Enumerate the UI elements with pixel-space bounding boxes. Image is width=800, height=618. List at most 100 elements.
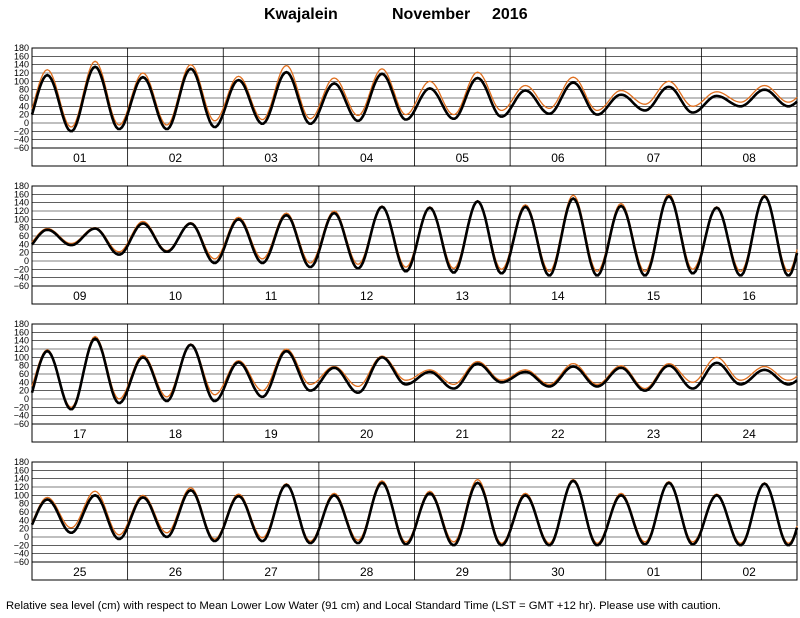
y-tick-label: −60 — [14, 419, 29, 429]
day-label: 11 — [265, 289, 278, 303]
y-tick-label: 160 — [14, 51, 29, 61]
y-tick-label: 0 — [24, 532, 29, 542]
day-label: 27 — [264, 565, 278, 579]
day-label: 09 — [73, 289, 87, 303]
y-tick-label: 80 — [19, 499, 29, 509]
y-tick-label: 60 — [19, 231, 29, 241]
day-label: 04 — [360, 151, 374, 165]
day-label: 17 — [73, 427, 87, 441]
station-name: Kwajalein — [264, 6, 338, 23]
predicted-series-line — [31, 60, 798, 128]
day-label: 05 — [456, 151, 470, 165]
y-tick-label: 180 — [14, 181, 29, 191]
day-label: 18 — [169, 427, 183, 441]
day-label: 10 — [169, 289, 183, 303]
observed-series-line — [30, 479, 799, 547]
observed-series-line — [30, 337, 798, 411]
day-label: 16 — [743, 289, 757, 303]
day-label: 01 — [73, 151, 87, 165]
day-label: 25 — [73, 565, 87, 579]
y-tick-label: −40 — [14, 273, 29, 283]
day-label: 26 — [169, 565, 183, 579]
y-tick-label: 120 — [14, 344, 29, 354]
day-label: 22 — [551, 427, 565, 441]
day-label: 03 — [264, 151, 278, 165]
y-tick-label: 140 — [14, 60, 29, 70]
y-tick-label: 60 — [19, 93, 29, 103]
y-tick-label: 0 — [24, 394, 29, 404]
y-tick-label: 80 — [19, 361, 29, 371]
month-name: November — [392, 6, 471, 23]
day-label: 02 — [169, 151, 183, 165]
y-tick-label: 20 — [19, 248, 29, 258]
day-label: 29 — [456, 565, 470, 579]
day-label: 20 — [360, 427, 374, 441]
y-tick-label: −20 — [14, 264, 29, 274]
y-tick-label: 140 — [14, 474, 29, 484]
y-tick-label: 180 — [14, 319, 29, 329]
y-tick-label: −60 — [14, 281, 29, 291]
chart-caption: Relative sea level (cm) with respect to … — [6, 600, 721, 612]
day-label: 08 — [743, 151, 757, 165]
y-tick-label: 160 — [14, 465, 29, 475]
y-tick-label: 40 — [19, 377, 29, 387]
day-label: 13 — [456, 289, 470, 303]
y-tick-label: −60 — [14, 557, 29, 567]
y-tick-label: −40 — [14, 135, 29, 145]
chart-title: Kwajalein November 2016 — [0, 4, 800, 26]
day-label: 24 — [743, 427, 757, 441]
day-label: 06 — [551, 151, 565, 165]
y-tick-label: 100 — [14, 352, 29, 362]
day-label: 02 — [743, 565, 757, 579]
y-tick-label: 80 — [19, 85, 29, 95]
y-tick-label: 60 — [19, 369, 29, 379]
day-label: 30 — [551, 565, 565, 579]
y-tick-label: 0 — [24, 118, 29, 128]
y-tick-label: −60 — [14, 143, 29, 153]
y-tick-label: 140 — [14, 198, 29, 208]
year-label: 2016 — [492, 6, 528, 23]
y-tick-label: 0 — [24, 256, 29, 266]
day-label: 21 — [456, 427, 470, 441]
y-tick-label: 20 — [19, 524, 29, 534]
y-tick-label: 120 — [14, 482, 29, 492]
y-tick-label: 40 — [19, 239, 29, 249]
y-tick-label: 120 — [14, 206, 29, 216]
day-label: 14 — [551, 289, 565, 303]
y-tick-label: −40 — [14, 411, 29, 421]
y-tick-label: 160 — [14, 189, 29, 199]
observed-series-line — [30, 65, 798, 133]
y-tick-label: 180 — [14, 43, 29, 53]
y-tick-label: 20 — [19, 386, 29, 396]
y-tick-label: 120 — [14, 68, 29, 78]
y-tick-label: 20 — [19, 110, 29, 120]
y-tick-label: −20 — [14, 402, 29, 412]
y-tick-label: 100 — [14, 490, 29, 500]
day-label: 19 — [264, 427, 278, 441]
observed-series-line — [30, 194, 799, 277]
day-label: 07 — [647, 151, 661, 165]
y-tick-label: 80 — [19, 223, 29, 233]
day-label: 23 — [647, 427, 661, 441]
y-tick-label: −20 — [14, 126, 29, 136]
y-tick-label: 60 — [19, 507, 29, 517]
y-tick-label: 40 — [19, 101, 29, 111]
predicted-series-line — [31, 335, 798, 408]
y-tick-label: 140 — [14, 336, 29, 346]
day-label: 28 — [360, 565, 374, 579]
y-tick-label: −40 — [14, 549, 29, 559]
y-tick-label: −20 — [14, 540, 29, 550]
day-label: 15 — [647, 289, 661, 303]
y-tick-label: 180 — [14, 457, 29, 467]
y-tick-label: 160 — [14, 327, 29, 337]
y-tick-label: 100 — [14, 76, 29, 86]
day-label: 12 — [360, 289, 374, 303]
y-tick-label: 100 — [14, 214, 29, 224]
day-label: 01 — [647, 565, 661, 579]
y-tick-label: 40 — [19, 515, 29, 525]
